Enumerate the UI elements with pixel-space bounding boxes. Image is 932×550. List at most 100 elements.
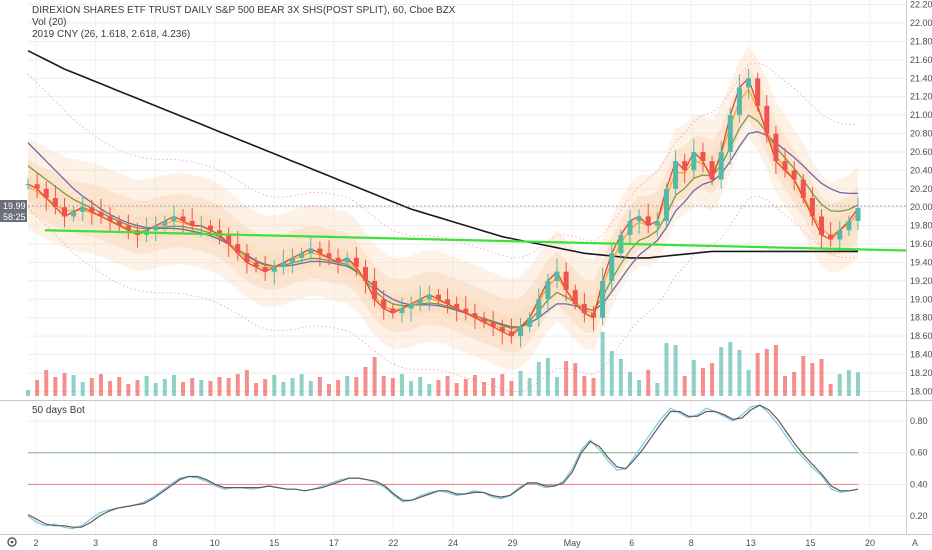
candle-body: [800, 179, 806, 198]
candle-body: [308, 248, 314, 254]
volume-bar: [810, 363, 815, 396]
osc-series-line: [27, 404, 859, 530]
volume-bar: [235, 374, 240, 396]
osc-tick-label: 0.60: [910, 448, 928, 458]
volume-bar: [108, 381, 113, 396]
volume-bar: [664, 343, 669, 396]
candle-body: [736, 87, 742, 116]
volume-bar: [217, 377, 222, 396]
candle-body: [71, 211, 77, 217]
oscillator-axis-ticks: 0.80 0.60 0.40 0.20: [910, 416, 928, 521]
candle-body: [326, 253, 332, 258]
volume-bar: [436, 380, 441, 396]
candle-body: [217, 230, 223, 235]
auto-scale-button[interactable]: A: [912, 538, 918, 548]
candle-body: [791, 170, 797, 180]
volume-bar: [710, 363, 715, 396]
candle-body: [490, 322, 496, 327]
candle-body: [107, 216, 113, 222]
candle-body: [372, 280, 378, 300]
volume-bar: [755, 353, 760, 396]
volume-bar: [181, 382, 186, 396]
candle-body: [846, 221, 852, 231]
candle-body: [600, 280, 606, 318]
candle-body: [609, 253, 615, 281]
volume-bar: [190, 378, 195, 396]
volume-bar: [281, 382, 286, 396]
volume-bar: [244, 370, 249, 396]
volume-bar: [336, 380, 341, 396]
time-tick-label: 8: [153, 538, 158, 548]
volume-bar: [573, 363, 578, 396]
volume-bar: [98, 374, 103, 396]
candle-body: [654, 221, 660, 226]
price-tick-label: 18.40: [910, 350, 932, 360]
volume-bar: [299, 374, 304, 396]
price-tick-label: 20.40: [910, 165, 932, 175]
last-price-tag: [0, 200, 27, 222]
volume-bar: [509, 381, 514, 396]
price-tick-label: 20.00: [910, 202, 932, 212]
volume-bar: [317, 377, 322, 396]
candle-body: [98, 211, 104, 217]
candle-body: [855, 208, 861, 222]
candle-body: [536, 299, 542, 318]
price-tick-label: 22.00: [910, 18, 932, 28]
volume-bar: [126, 384, 131, 396]
candle-body: [554, 271, 560, 281]
candle-body: [253, 262, 259, 268]
volume-bar: [44, 370, 49, 396]
price-tick-label: 21.60: [910, 55, 932, 65]
support-trendline[interactable]: [44, 229, 907, 252]
price-tick-label: 21.20: [910, 92, 932, 102]
candle-body: [700, 151, 706, 162]
candle-body: [335, 257, 341, 263]
oscillator-legend: 50 days Bot: [32, 405, 85, 416]
candle-body: [116, 221, 122, 226]
candle-body: [52, 198, 58, 208]
volume-bar: [71, 375, 76, 396]
time-tick-label: 15: [269, 538, 279, 548]
candle-body: [746, 78, 752, 88]
candle-body: [563, 271, 569, 291]
volume-bar: [117, 377, 122, 396]
volume-bar: [454, 383, 459, 396]
candle-body: [709, 161, 715, 180]
candle-body: [390, 308, 396, 314]
volume-bar: [363, 367, 368, 396]
candle-body: [572, 290, 578, 304]
volume-bar: [600, 332, 605, 396]
volume-bar: [290, 378, 295, 396]
volume-bar: [53, 377, 58, 396]
volume-bar: [372, 357, 377, 396]
candle-body: [527, 317, 533, 327]
volume-bar: [390, 378, 395, 396]
time-tick-label: 13: [746, 538, 756, 548]
price-tick-label: 18.00: [910, 386, 932, 396]
volume-bar: [162, 379, 167, 396]
volume-bar: [153, 383, 158, 396]
volume-bar: [80, 382, 85, 396]
envelope-line: [27, 62, 858, 259]
price-tick-label: 19.00: [910, 294, 932, 304]
last-price-value: 19.99: [3, 201, 26, 211]
candle-body: [828, 234, 834, 240]
volume-bar: [427, 384, 432, 396]
time-tick-label: 20: [865, 538, 875, 548]
volume-bar: [591, 378, 596, 396]
volume-bar: [500, 374, 505, 396]
candle-body: [819, 216, 825, 235]
candle-body: [34, 184, 40, 189]
volume-bar: [272, 375, 277, 396]
candle-body: [125, 225, 131, 231]
candle-body: [773, 133, 779, 162]
candle-body: [180, 216, 186, 222]
price-tick-label: 19.80: [910, 221, 932, 231]
volume-bar: [856, 372, 860, 396]
time-tick-label: 29: [508, 538, 518, 548]
candle-body: [89, 207, 95, 212]
settings-icon[interactable]: [7, 537, 17, 547]
volume-bar: [682, 376, 687, 396]
time-tick-label: 10: [210, 538, 220, 548]
